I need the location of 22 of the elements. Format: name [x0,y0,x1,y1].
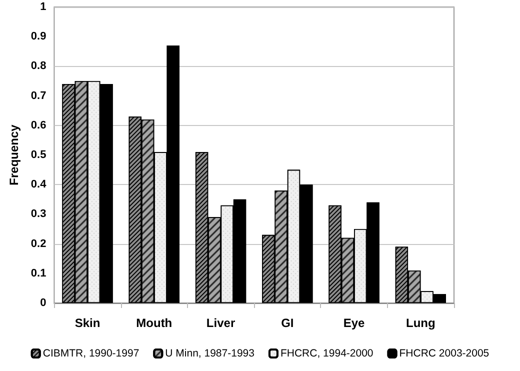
y-tick-label: 1 [40,1,46,13]
x-tick-label: Lung [406,316,436,330]
legend-label: CIBMTR, 1990-1997 [42,348,140,360]
y-tick-label: 0.3 [30,208,46,220]
y-tick-label: 0.4 [30,178,48,191]
x-tick-label: Skin [74,316,100,330]
legend-label: FHCRC 2003-2005 [399,348,490,360]
y-tick-label: 0.6 [30,119,46,132]
y-axis-title: Frequency [7,124,21,186]
y-tick-label: 0.7 [30,90,46,102]
y-tick-label: 0.8 [30,60,46,72]
x-tick-label: Liver [206,316,236,330]
y-tick-label: 0.1 [30,267,46,280]
x-tick-label: Mouth [136,316,172,330]
y-tick-label: 0.2 [30,238,46,250]
y-tick-label: 0 [40,297,46,309]
legend-label: U Minn, 1987-1993 [165,348,255,360]
y-tick-label: 0.5 [30,149,46,161]
y-tick-label: 0.9 [30,30,46,43]
legend-label: FHCRC, 1994-2000 [280,348,374,360]
x-tick-label: Eye [343,316,366,330]
x-tick-label: GI [281,316,294,330]
